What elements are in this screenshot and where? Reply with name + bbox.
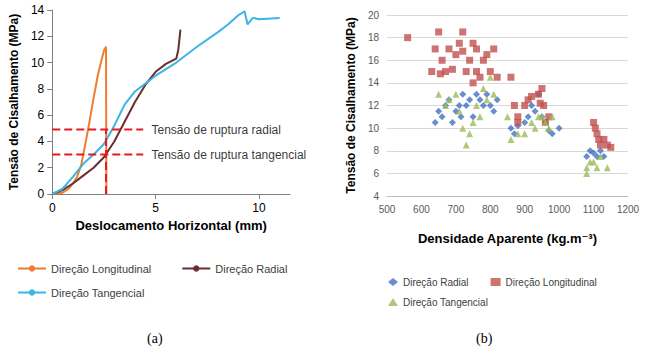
svg-text:10: 10 [31, 56, 45, 70]
svg-text:8: 8 [373, 145, 379, 156]
svg-text:0: 0 [38, 187, 45, 201]
svg-text:12: 12 [31, 29, 45, 43]
svg-text:5: 5 [152, 201, 159, 215]
svg-text:8: 8 [38, 82, 45, 96]
svg-text:Tensão de ruptura tangencial: Tensão de ruptura tangencial [151, 148, 306, 162]
svg-text:14: 14 [31, 3, 45, 17]
svg-text:0: 0 [49, 201, 56, 215]
svg-text:Direção Radial: Direção Radial [403, 277, 469, 288]
svg-text:18: 18 [368, 32, 380, 43]
svg-text:Deslocamento Horizontal (mm): Deslocamento Horizontal (mm) [75, 218, 266, 233]
svg-text:2: 2 [38, 161, 45, 175]
svg-text:500: 500 [379, 204, 396, 215]
svg-text:4: 4 [373, 191, 379, 202]
svg-text:700: 700 [448, 204, 465, 215]
svg-text:10: 10 [368, 123, 380, 134]
svg-text:4: 4 [38, 134, 45, 148]
svg-text:1200: 1200 [617, 204, 640, 215]
svg-text:Tensão de Cisalhamento (MPa): Tensão de Cisalhamento (MPa) [7, 14, 21, 190]
svg-text:800: 800 [482, 204, 499, 215]
svg-text:1100: 1100 [583, 204, 605, 215]
svg-text:6: 6 [373, 168, 379, 179]
svg-text:Tensão de Cisalhamento (MPa): Tensão de Cisalhamento (MPa) [344, 17, 358, 193]
svg-text:12: 12 [368, 100, 380, 111]
svg-text:Tensão de ruptura radial: Tensão de ruptura radial [151, 123, 280, 137]
svg-text:16: 16 [368, 55, 380, 66]
svg-text:Direção Tangencial: Direção Tangencial [403, 297, 488, 308]
svg-text:Direção Tangencial: Direção Tangencial [51, 287, 144, 299]
svg-text:14: 14 [368, 77, 380, 88]
svg-text:900: 900 [516, 204, 533, 215]
svg-text:10: 10 [252, 201, 266, 215]
svg-text:Direção Radial: Direção Radial [215, 263, 287, 275]
svg-text:(a): (a) [147, 331, 163, 347]
svg-text:Direção Longitudinal: Direção Longitudinal [51, 263, 151, 275]
svg-text:600: 600 [413, 204, 430, 215]
svg-text:20: 20 [368, 10, 380, 21]
svg-text:Direção Longitudinal: Direção Longitudinal [506, 277, 597, 288]
svg-text:Densidade Aparente (kg.m⁻³): Densidade Aparente (kg.m⁻³) [418, 231, 597, 246]
svg-text:1000: 1000 [548, 204, 571, 215]
svg-text:6: 6 [38, 108, 45, 122]
svg-text:(b): (b) [476, 331, 493, 347]
